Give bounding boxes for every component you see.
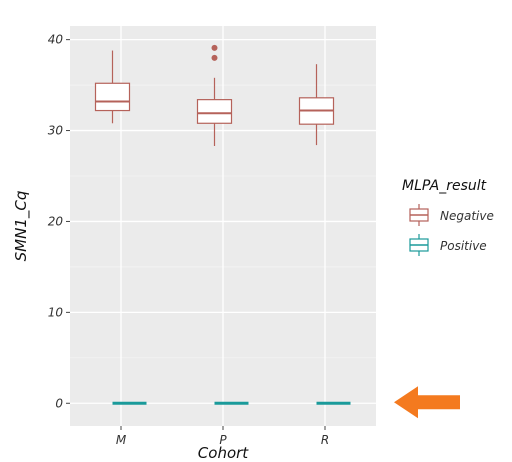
outlier-point (211, 44, 218, 51)
x-axis-label: Cohort (198, 444, 250, 462)
arrow-left-icon (394, 386, 460, 419)
legend-title: MLPA_result (402, 178, 487, 194)
x-tick-label: P (219, 433, 227, 447)
legend-keys (409, 204, 429, 256)
box-series (94, 44, 351, 405)
box-negative-R (298, 64, 335, 146)
legend-label-negative: Negative (440, 209, 494, 223)
y-axis: 0 10 20 30 40 (48, 33, 70, 410)
legend-label-positive: Positive (440, 239, 487, 253)
box-negative-P (196, 44, 233, 146)
x-tick-label: R (321, 433, 329, 447)
legend-key-positive (409, 234, 429, 256)
outlier-point (211, 54, 218, 61)
legend: MLPA_result Negative Positive (402, 178, 494, 256)
y-tick-label: 40 (48, 33, 64, 47)
arrow-annotation (394, 386, 460, 419)
gridlines (70, 26, 376, 426)
y-tick-label: 20 (48, 214, 64, 228)
box-negative-M (94, 50, 131, 124)
box-iqr (94, 82, 131, 112)
legend-key-negative (409, 204, 429, 226)
box-iqr (196, 99, 233, 124)
y-tick-label: 10 (48, 305, 64, 319)
y-axis-label: SMN1_Cq (12, 191, 31, 262)
y-tick-label: 0 (55, 396, 63, 410)
y-tick-label: 30 (48, 124, 64, 138)
x-tick-label: M (116, 433, 127, 447)
